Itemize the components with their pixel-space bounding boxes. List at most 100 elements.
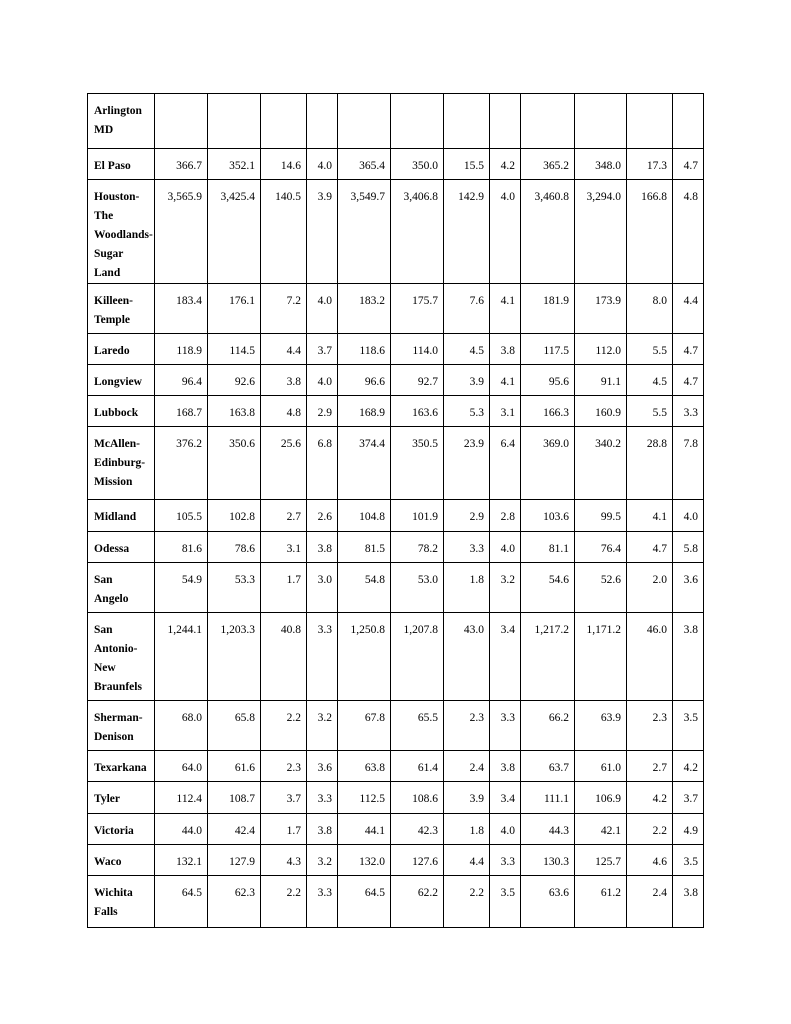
table-row: Arlington MD [87,93,704,149]
value-cell: 95.6 [520,364,575,396]
metro-area-name: Killeen-Temple [87,283,155,334]
value-cell: 105.5 [154,499,208,532]
value-cell: 142.9 [443,179,490,284]
value-cell: 2.9 [443,499,490,532]
value-cell: 3.8 [489,750,521,782]
metro-area-name: Houston-The Woodlands-Sugar Land [87,179,155,284]
value-cell: 3,460.8 [520,179,575,284]
value-cell: 2.4 [626,875,673,928]
value-cell: 4.6 [626,844,673,876]
value-cell: 4.8 [260,395,307,427]
metro-area-name: Laredo [87,333,155,365]
value-cell: 67.8 [337,700,391,751]
value-cell: 54.9 [154,562,208,613]
value-cell: 96.6 [337,364,391,396]
value-cell: 3.9 [443,364,490,396]
value-cell: 117.5 [520,333,575,365]
value-cell: 81.6 [154,531,208,563]
value-cell [154,93,208,149]
value-cell: 42.3 [390,813,444,845]
value-cell: 3.8 [672,612,704,701]
value-cell [260,93,307,149]
value-cell: 99.5 [574,499,627,532]
value-cell: 2.2 [260,700,307,751]
table-row: Victoria 44.0 42.4 1.7 3.8 44.1 42.3 1.8 4.0 44.3… [87,813,704,845]
value-cell: 183.2 [337,283,391,334]
metro-area-name: Texarkana [87,750,155,782]
value-cell: 3.5 [672,700,704,751]
table-row: Houston-The Woodlands-Sugar Land 3,565.9 3… [87,179,704,284]
value-cell: 63.7 [520,750,575,782]
value-cell: 76.4 [574,531,627,563]
value-cell: 181.9 [520,283,575,334]
table-row: Killeen-Temple 183.4 176.1 7.2 4.0 183.2 175.7… [87,283,704,334]
value-cell: 140.5 [260,179,307,284]
metro-area-name: Longview [87,364,155,396]
value-cell: 14.6 [260,148,307,180]
metro-area-table: Arlington MD El Paso 366.7 352.1 14.6 4.0 365.… [87,93,704,928]
table-row: Sherman-Denison 68.0 65.8 2.2 3.2 67.8 65.5 2.3… [87,700,704,751]
value-cell: 3.0 [306,562,338,613]
value-cell: 3,549.7 [337,179,391,284]
value-cell: 2.3 [626,700,673,751]
metro-area-name: Sherman-Denison [87,700,155,751]
value-cell: 62.2 [390,875,444,928]
value-cell: 127.6 [390,844,444,876]
value-cell: 350.5 [390,426,444,500]
value-cell: 78.6 [207,531,261,563]
value-cell: 78.2 [390,531,444,563]
value-cell: 4.2 [626,781,673,814]
value-cell: 25.6 [260,426,307,500]
value-cell: 365.4 [337,148,391,180]
value-cell: 2.7 [260,499,307,532]
table-row: Longview 96.4 92.6 3.8 4.0 96.6 92.7 3.9 4.1 95.6… [87,364,704,396]
value-cell: 3.6 [672,562,704,613]
value-cell: 1,244.1 [154,612,208,701]
metro-area-name: Arlington MD [87,93,155,149]
table-row: Tyler 112.4 108.7 3.7 3.3 112.5 108.6 3.9 3.4 111… [87,781,704,814]
value-cell: 4.4 [260,333,307,365]
value-cell: 4.1 [489,283,521,334]
value-cell: 3.8 [306,813,338,845]
value-cell: 4.2 [489,148,521,180]
value-cell: 175.7 [390,283,444,334]
value-cell: 3.2 [489,562,521,613]
value-cell: 4.1 [489,364,521,396]
metro-area-name: Tyler [87,781,155,814]
value-cell: 350.6 [207,426,261,500]
value-cell: 3.2 [306,844,338,876]
table-row: Midland 105.5 102.8 2.7 2.6 104.8 101.9 2.9 2.8 1… [87,499,704,532]
value-cell: 1.7 [260,813,307,845]
value-cell: 2.2 [443,875,490,928]
value-cell: 4.5 [626,364,673,396]
value-cell: 2.2 [626,813,673,845]
value-cell: 3.4 [489,781,521,814]
value-cell: 3.7 [306,333,338,365]
value-cell: 127.9 [207,844,261,876]
value-cell: 63.9 [574,700,627,751]
value-cell: 3.5 [489,875,521,928]
value-cell: 3.1 [489,395,521,427]
value-cell: 102.8 [207,499,261,532]
value-cell: 61.4 [390,750,444,782]
metro-area-name: San Antonio-New Braunfels [87,612,155,701]
table-row: Laredo 118.9 114.5 4.4 3.7 118.6 114.0 4.5 3.8 11… [87,333,704,365]
value-cell: 352.1 [207,148,261,180]
value-cell: 118.6 [337,333,391,365]
value-cell: 4.2 [672,750,704,782]
value-cell: 5.5 [626,395,673,427]
metro-area-name: San Angelo [87,562,155,613]
value-cell: 4.7 [626,531,673,563]
value-cell: 4.0 [489,531,521,563]
table-row: Wichita Falls 64.5 62.3 2.2 3.3 64.5 62.2 2.2 3.… [87,875,704,928]
value-cell: 365.2 [520,148,575,180]
value-cell: 28.8 [626,426,673,500]
value-cell: 4.3 [260,844,307,876]
value-cell: 53.3 [207,562,261,613]
value-cell: 2.4 [443,750,490,782]
value-cell: 376.2 [154,426,208,500]
value-cell: 103.6 [520,499,575,532]
value-cell: 4.0 [306,364,338,396]
value-cell: 112.0 [574,333,627,365]
value-cell: 166.3 [520,395,575,427]
